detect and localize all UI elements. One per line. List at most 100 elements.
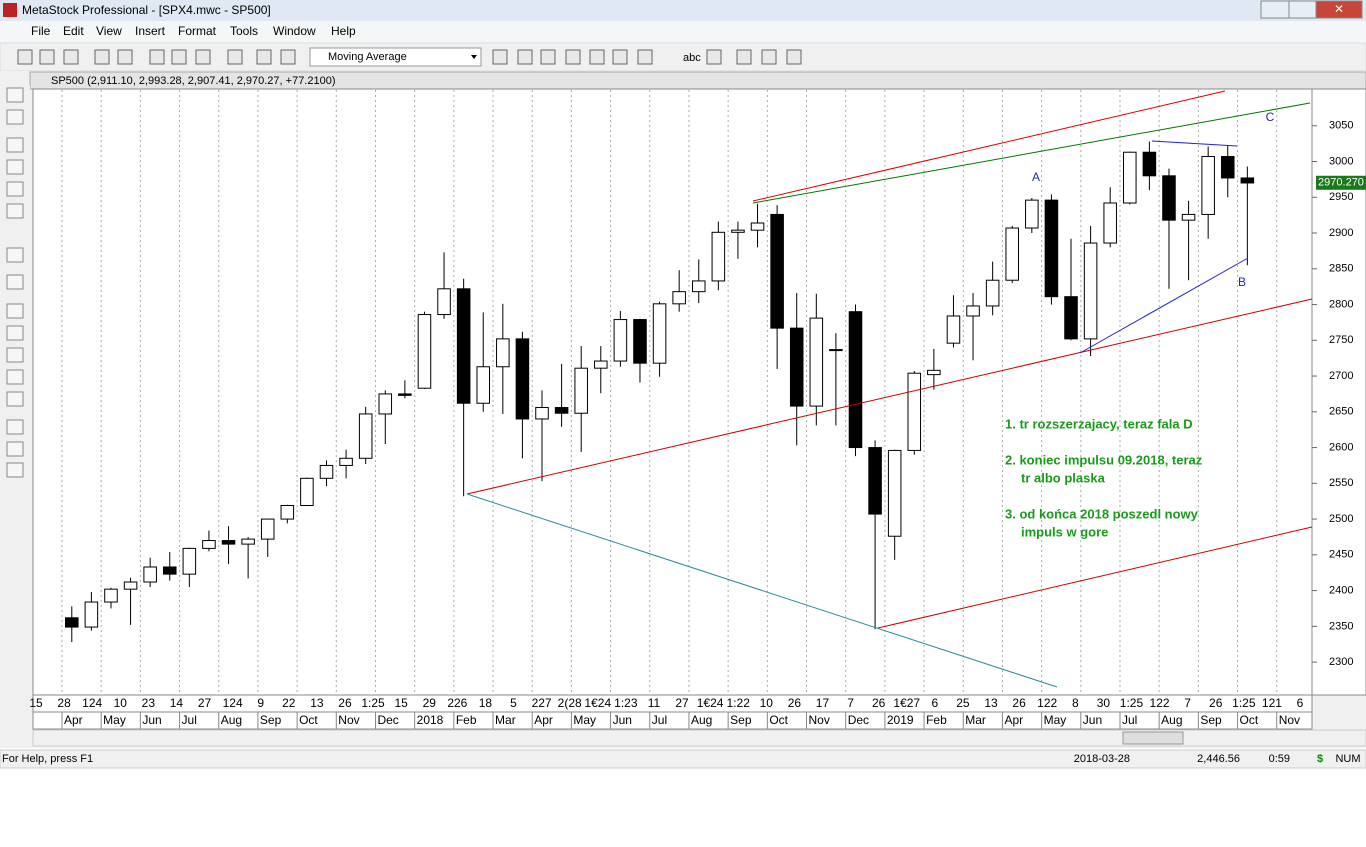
toolbar-button[interactable] xyxy=(637,49,653,65)
x-tick-label: Sep xyxy=(1200,713,1222,727)
candle-body xyxy=(1142,151,1157,177)
candle-body xyxy=(496,338,510,368)
candle-body xyxy=(1162,175,1176,221)
y-tick-label: 2700 xyxy=(1329,370,1353,382)
toolbar-button[interactable] xyxy=(761,49,777,65)
drawing-tool[interactable] xyxy=(6,203,24,219)
close-button[interactable] xyxy=(1315,0,1363,19)
toolbar-button[interactable] xyxy=(280,49,296,65)
toolbar-button[interactable] xyxy=(94,49,110,65)
x-tick-label: Aug xyxy=(221,713,242,727)
menu-item[interactable]: Window xyxy=(273,24,316,38)
dropdown-arrow xyxy=(471,55,477,59)
candle-body xyxy=(848,311,863,449)
toolbar-button[interactable] xyxy=(117,49,133,65)
drawing-tool[interactable] xyxy=(6,391,24,407)
candle-body xyxy=(437,288,451,316)
day-label: 26 xyxy=(1012,696,1026,710)
day-label: 1€24 xyxy=(584,696,611,710)
menu-item[interactable]: View xyxy=(96,24,122,38)
menu-item[interactable]: Tools xyxy=(230,24,258,38)
drawing-tool[interactable] xyxy=(6,274,24,290)
drawing-tool[interactable] xyxy=(6,181,24,197)
menu-item[interactable]: Help xyxy=(331,24,356,38)
candle-body xyxy=(1064,296,1078,340)
toolbar-button[interactable] xyxy=(589,49,605,65)
drawing-tool[interactable] xyxy=(6,441,24,457)
drawing-tool[interactable] xyxy=(6,109,24,125)
maximize-button[interactable] xyxy=(1288,0,1317,19)
x-tick-label: Aug xyxy=(1161,713,1182,727)
day-label: 11 xyxy=(648,696,661,710)
candle-body xyxy=(104,588,118,603)
candle-body xyxy=(241,538,255,545)
candle-body xyxy=(1005,227,1020,281)
drawing-tool[interactable] xyxy=(6,462,24,478)
x-tick-label: 2018 xyxy=(417,713,444,727)
drawing-tool[interactable] xyxy=(6,247,24,263)
x-tick-label: Mar xyxy=(965,713,986,727)
minimize-button[interactable] xyxy=(1260,0,1290,19)
toolbar-button[interactable] xyxy=(786,49,802,65)
scroll-thumb[interactable] xyxy=(1122,731,1184,745)
day-label: 23 xyxy=(142,696,156,710)
candle-body xyxy=(1240,177,1255,184)
drawing-tool[interactable] xyxy=(6,137,24,153)
text-tool[interactable]: abc xyxy=(683,52,701,64)
day-label: 1:25 xyxy=(361,696,385,710)
menu-item[interactable]: Format xyxy=(178,24,217,38)
day-label: 26 xyxy=(872,696,886,710)
drawing-tool[interactable] xyxy=(6,325,24,341)
toolbar-button[interactable] xyxy=(492,49,508,65)
last-price-label: 2970.270 xyxy=(1318,177,1364,189)
menu-item[interactable]: File xyxy=(31,24,51,38)
plot-area xyxy=(32,88,1313,696)
toolbar-button[interactable] xyxy=(256,49,272,65)
x-tick-label: Jul xyxy=(652,713,667,727)
toolbar-button[interactable] xyxy=(736,49,752,65)
y-tick-label: 2750 xyxy=(1329,334,1353,346)
trend-line xyxy=(752,90,1226,202)
toolbar-button[interactable] xyxy=(706,49,722,65)
drawing-tool[interactable] xyxy=(6,159,24,175)
day-label: 26 xyxy=(788,696,802,710)
menu-item[interactable]: Insert xyxy=(135,24,166,38)
drawing-tool[interactable] xyxy=(6,419,24,435)
drawing-tool[interactable] xyxy=(6,369,24,385)
x-tick-label: Oct xyxy=(769,713,788,727)
menu-item[interactable]: Edit xyxy=(63,24,84,38)
toolbar-button[interactable] xyxy=(612,49,628,65)
x-tick-label: 2019 xyxy=(887,713,914,727)
day-label: 18 xyxy=(479,696,493,710)
toolbar-button[interactable] xyxy=(171,49,187,65)
toolbar-button[interactable] xyxy=(517,49,533,65)
toolbar-button[interactable] xyxy=(39,49,55,65)
toolbar-button[interactable] xyxy=(63,49,79,65)
candle-body xyxy=(731,229,745,233)
candle-body xyxy=(358,413,373,459)
candle-body xyxy=(182,547,197,575)
toolbar-button[interactable] xyxy=(565,49,581,65)
toolbar-button[interactable] xyxy=(227,49,243,65)
day-label: 17 xyxy=(816,696,830,710)
candle-body xyxy=(946,315,961,344)
toolbar-button[interactable] xyxy=(540,49,556,65)
toolbar-button[interactable] xyxy=(195,49,211,65)
indicator-dropdown[interactable] xyxy=(309,47,482,67)
toolbar-button[interactable] xyxy=(17,49,33,65)
day-label: 15 xyxy=(29,696,43,710)
drawing-tool[interactable] xyxy=(6,303,24,319)
scrollbar[interactable] xyxy=(32,729,1366,747)
candle-body xyxy=(750,222,765,231)
toolbar-button[interactable] xyxy=(149,49,165,65)
status-bar xyxy=(0,749,1366,769)
title-bar xyxy=(0,0,1366,21)
x-tick-label: Sep xyxy=(260,713,282,727)
day-label: 25 xyxy=(956,696,970,710)
day-label: 22 xyxy=(282,696,296,710)
drawing-tool[interactable] xyxy=(6,347,24,363)
day-label: 6 xyxy=(932,696,939,710)
drawing-tool[interactable] xyxy=(6,87,24,103)
note: 3. od końca 2018 poszedl nowy xyxy=(1005,506,1199,521)
x-tick-label: Mar xyxy=(495,713,516,727)
